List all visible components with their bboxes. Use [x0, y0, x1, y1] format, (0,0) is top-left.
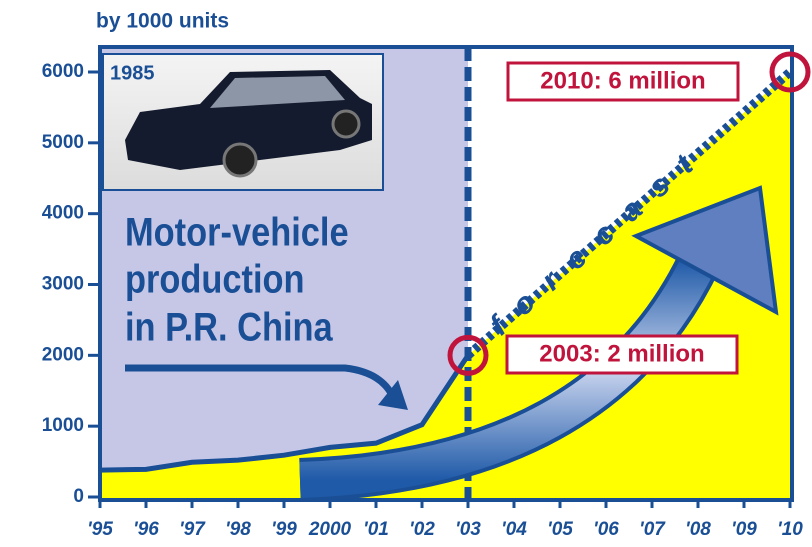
- y-tick-label: 1000: [42, 415, 84, 436]
- y-tick-label: 3000: [42, 274, 84, 295]
- highlight-circle: [769, 51, 811, 93]
- x-tick-label: '96: [133, 519, 159, 540]
- plot-frame: [98, 45, 794, 502]
- growth-arrow: [299, 252, 717, 498]
- pointer-arrow-head: [378, 380, 408, 410]
- callout-text: 2003: 2 million: [539, 340, 704, 367]
- x-tick-label: '01: [363, 519, 389, 540]
- car-window: [210, 76, 345, 108]
- production-line: [99, 353, 471, 473]
- y-tick-label: 5000: [42, 132, 84, 153]
- headline-line: in P.R. China: [125, 304, 333, 349]
- photo-label: 1985: [110, 62, 155, 84]
- headline-line: Motor-vehicle: [125, 209, 349, 254]
- x-tick-label: '07: [639, 519, 666, 540]
- highlight-circle: [447, 334, 489, 376]
- callout-2010: 2010: 6 million: [506, 61, 740, 102]
- x-tick-label: '04: [501, 519, 527, 540]
- x-tick-label: '10: [777, 519, 803, 540]
- headline: Motor-vehicle production in P.R. China: [125, 209, 349, 349]
- headline-line: production: [125, 256, 305, 301]
- x-tick-label: '03: [455, 519, 481, 540]
- x-tick-label: '99: [271, 519, 297, 540]
- car-wheel: [222, 142, 258, 178]
- area-fill: [468, 72, 790, 500]
- y-tick-label: 0: [73, 486, 84, 507]
- y-tick-label: 4000: [42, 203, 84, 224]
- x-tick-label: '06: [593, 519, 619, 540]
- callout-box: [505, 334, 739, 375]
- x-tick-label: '09: [731, 519, 757, 540]
- x-tick-label: '98: [225, 519, 251, 540]
- x-tick-label: '05: [547, 519, 573, 540]
- callout-2003: 2003: 2 million: [505, 334, 739, 375]
- x-tick-label: '95: [87, 519, 113, 540]
- callout-text: 2010: 6 million: [540, 67, 705, 94]
- growth-arrow-head: [631, 185, 779, 316]
- pointer-arrow: [125, 364, 396, 397]
- x-tick-label: 2000: [308, 519, 352, 540]
- plot-marks: 0 1000 2000 3000 4000 5000 6000 '95 '96 '97 '98 '99…: [42, 45, 811, 540]
- y-axis-label: by 1000 units: [96, 10, 229, 33]
- car-wheel: [331, 109, 361, 139]
- x-tick-label: '97: [179, 519, 206, 540]
- y-tick-label: 2000: [42, 344, 84, 365]
- callout-box: [506, 61, 740, 102]
- photo: 1985: [102, 53, 384, 191]
- x-tick-label: '08: [685, 519, 711, 540]
- y-tick-label: 6000: [42, 61, 84, 82]
- x-tick-label: '02: [409, 519, 435, 540]
